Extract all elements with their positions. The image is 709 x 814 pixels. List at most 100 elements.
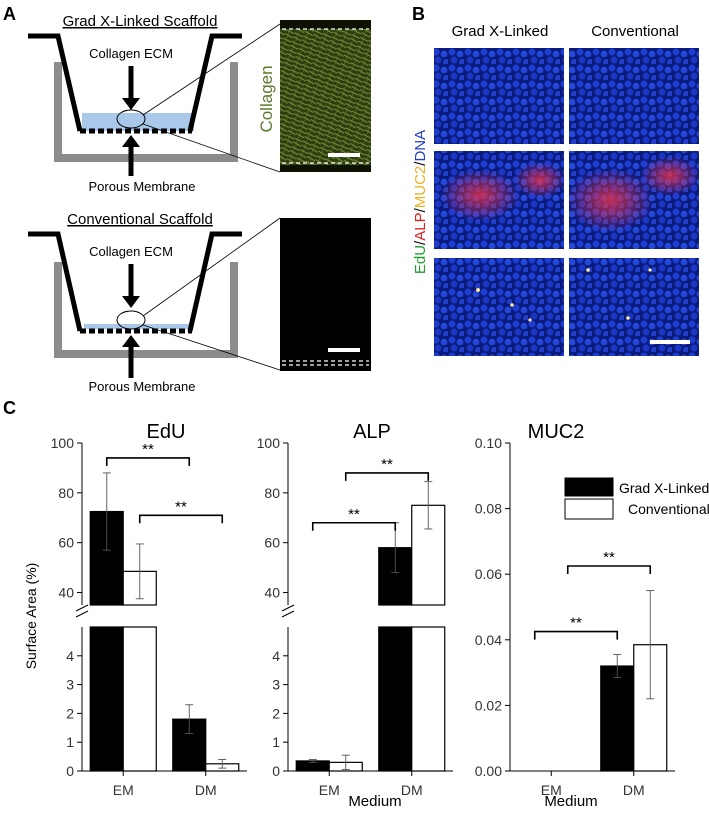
x-tick-label: EM (541, 782, 562, 798)
ecm-arrow-head (122, 98, 140, 110)
y-tick-label: 60 (264, 535, 280, 551)
scale-bar (328, 348, 360, 352)
collagen-fibers (280, 29, 371, 165)
y-tick-label: 60 (58, 535, 74, 551)
y-tick-label: 4 (272, 648, 280, 664)
significance-bracket (105, 457, 191, 466)
y-tick-label: 2 (272, 705, 280, 721)
chart-muc2: MUC2 0.00 0.02 0.04 0.06 0.08 0.10 EM DM ** ** (475, 421, 675, 798)
stain-sep: / (412, 240, 429, 245)
grad-scaffold-title: Grad X-Linked Scaffold (63, 13, 218, 30)
alp-signal (514, 162, 566, 198)
muc2-spot (648, 268, 652, 272)
alp-signal (566, 168, 654, 232)
y-tick-label: 100 (51, 435, 75, 451)
collagen-image-bg (280, 218, 371, 371)
x-tick-label: DM (195, 782, 217, 798)
muc2-spot (476, 288, 480, 292)
significance-label: ** (175, 498, 187, 515)
ecm-label: Collagen ECM (89, 244, 173, 259)
collagen-ecm-layer (82, 113, 194, 131)
significance-label: ** (603, 549, 615, 566)
significance-bracket (344, 472, 430, 481)
bar (378, 547, 413, 606)
collagen-image-grad: Collagen (257, 20, 371, 172)
y-tick-label: 0 (66, 763, 74, 779)
bar (600, 665, 635, 772)
micrograph-edu-grad (434, 48, 564, 144)
bar (89, 626, 124, 772)
micrograph-muc2-conv (569, 258, 699, 356)
ecm-label: Collagen ECM (89, 46, 173, 61)
bar-charts: EdU 40 60 80 100 0 1 2 3 4 EM DM ** ** ALP 40 60 80 100 0 1 2… (51, 421, 675, 798)
x-tick-label: DM (623, 782, 645, 798)
y-tick-label: 0.04 (475, 632, 502, 648)
stain-legend: EdU/ALP/MUC2/DNA (412, 130, 429, 274)
stain-edu: EdU (412, 245, 429, 274)
significance-label: ** (381, 456, 393, 473)
y-tick-label: 0 (272, 763, 280, 779)
micrograph-edu-conv (569, 48, 699, 144)
zoom-line-top (142, 217, 281, 317)
y-tick-label: 80 (264, 485, 280, 501)
micrograph-grid (434, 48, 700, 356)
alp-signal (640, 156, 700, 196)
x-tick-label: EM (319, 782, 340, 798)
y-tick-label: 100 (257, 435, 281, 451)
significance-bracket (138, 514, 224, 524)
axis-break-mark (75, 604, 89, 612)
chart-title: ALP (353, 421, 391, 443)
chart-title: MUC2 (528, 421, 585, 443)
y-tick-label: 1 (272, 734, 280, 750)
membrane-label: Porous Membrane (89, 379, 196, 394)
y-tick-label: 1 (66, 734, 74, 750)
significance-label: ** (570, 615, 582, 632)
significance-label: ** (348, 506, 360, 523)
y-tick-label: 40 (58, 585, 74, 601)
legend-swatch-grad (564, 477, 614, 497)
chart-title: EdU (147, 421, 186, 443)
x-tick-label: EM (113, 782, 134, 798)
conventional-scaffold-diagram: Conventional Scaffold Collagen ECM Porou… (28, 211, 281, 394)
y-tick-label: 2 (66, 705, 74, 721)
alp-signal (440, 169, 520, 221)
col-header-grad: Grad X-Linked (452, 23, 549, 40)
legend: Grad X-Linked Conventional (564, 477, 709, 520)
x-axis-label-muc2: Medium (544, 793, 597, 810)
panel-c-letter: C (3, 398, 16, 418)
stain-muc2: MUC2 (412, 166, 429, 209)
stain-alp: ALP (412, 212, 429, 240)
grad-scaffold-diagram: Grad X-Linked Scaffold Collagen ECM Poro… (28, 13, 281, 194)
muc2-spot (528, 318, 532, 322)
outer-well (54, 262, 238, 358)
y-tick-label: 0.02 (475, 697, 502, 713)
significance-label: ** (142, 441, 154, 458)
y-tick-label: 3 (272, 677, 280, 693)
legend-label-grad: Grad X-Linked (619, 480, 709, 496)
y-tick-label: 0.08 (475, 501, 502, 517)
significance-bracket (311, 521, 397, 531)
muc2-spot (626, 316, 630, 320)
zoom-line-bottom (142, 324, 281, 371)
bar (411, 626, 446, 772)
panel-b-letter: B (412, 4, 425, 24)
legend-swatch-conv (564, 498, 614, 520)
ecm-arrow-head (122, 296, 140, 308)
chart-edu: EdU 40 60 80 100 0 1 2 3 4 EM DM ** ** (51, 421, 247, 798)
membrane-label: Porous Membrane (89, 179, 196, 194)
x-axis-label-alp: Medium (348, 793, 401, 810)
membrane-arrow-head (122, 135, 140, 147)
stain-sep: / (412, 207, 429, 212)
y-tick-label: 0.00 (475, 763, 502, 779)
axis-break-mark (75, 610, 89, 618)
insert-walls (28, 231, 242, 332)
micrograph-muc2-grad (434, 258, 564, 356)
y-tick-label: 3 (66, 677, 74, 693)
significance-bracket (533, 630, 619, 640)
significance-bracket (566, 565, 652, 574)
scale-bar (650, 340, 690, 344)
y-tick-label: 4 (66, 648, 74, 664)
muc2-spot (586, 268, 590, 272)
y-axis-label: Surface Area (%) (23, 563, 39, 670)
